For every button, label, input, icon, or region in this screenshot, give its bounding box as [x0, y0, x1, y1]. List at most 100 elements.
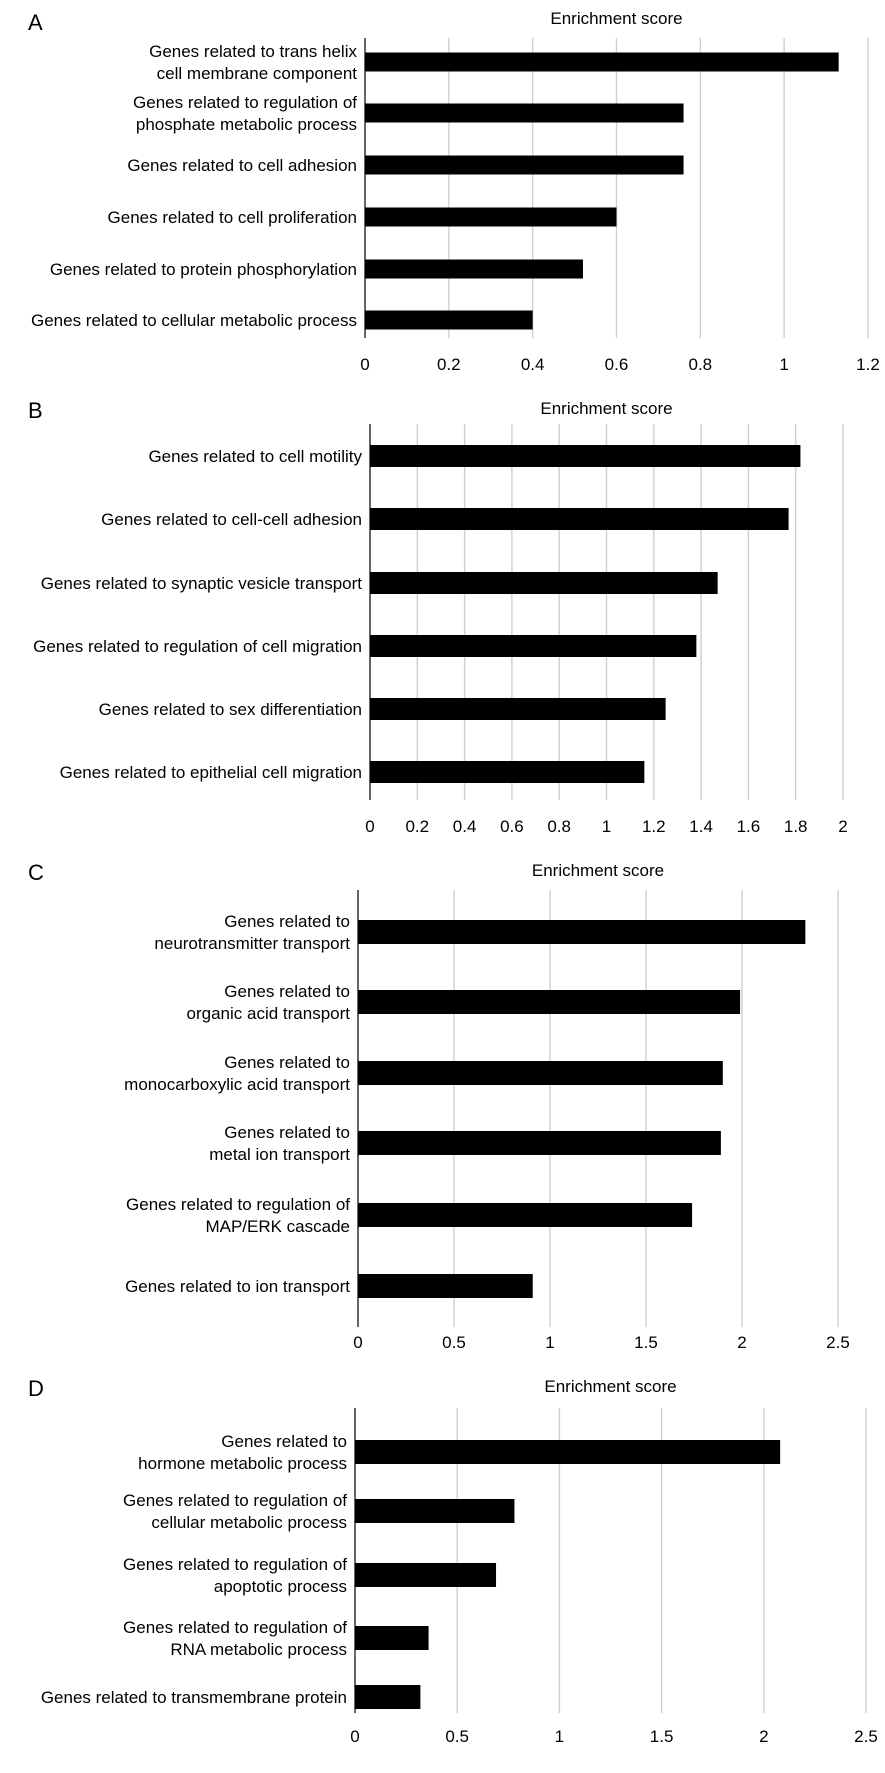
- category-label: Genes related to cell adhesion: [127, 156, 357, 175]
- x-tick-label: 2.5: [826, 1333, 850, 1352]
- category-label: Genes related to cell motility: [148, 447, 362, 466]
- x-tick-label: 0.8: [689, 355, 713, 374]
- x-tick-label: 0.5: [442, 1333, 466, 1352]
- bar: [370, 698, 666, 720]
- x-tick-label: 2.5: [854, 1727, 878, 1746]
- panel-letter: D: [28, 1376, 44, 1401]
- bar: [370, 508, 789, 530]
- category-label: Genes related to: [224, 982, 350, 1001]
- category-label: metal ion transport: [209, 1145, 350, 1164]
- x-tick-label: 1: [555, 1727, 564, 1746]
- bar: [370, 445, 801, 467]
- category-label: monocarboxylic acid transport: [124, 1075, 350, 1094]
- x-tick-label: 2: [737, 1333, 746, 1352]
- bar: [365, 52, 839, 72]
- bar: [358, 1061, 723, 1085]
- bar: [355, 1626, 429, 1650]
- panel-letter: B: [28, 398, 43, 423]
- x-tick-label: 1.8: [784, 817, 808, 836]
- x-tick-label: 1: [545, 1333, 554, 1352]
- x-tick-label: 1.4: [689, 817, 713, 836]
- chart-panel-b: B Enrichment score 0 0.2 0.4 0.6 0.8 1 1.2 1.4 1.6…: [28, 398, 848, 836]
- x-tick-label: 0: [353, 1333, 362, 1352]
- bar: [365, 103, 684, 123]
- category-label: Genes related to: [224, 912, 350, 931]
- x-tick-label: 0.8: [547, 817, 571, 836]
- bar: [358, 990, 741, 1014]
- category-label: cell membrane component: [157, 64, 358, 83]
- category-label: Genes related to regulation of: [123, 1555, 347, 1574]
- x-tick-label: 0: [365, 817, 374, 836]
- category-label: Genes related to trans helix: [149, 42, 357, 61]
- x-tick-label: 0.2: [437, 355, 461, 374]
- panel-letter: A: [28, 10, 43, 35]
- x-tick-label: 1.2: [856, 355, 880, 374]
- x-tick-label: 1.6: [737, 817, 761, 836]
- category-label: cellular metabolic process: [151, 1513, 347, 1532]
- axis-title: Enrichment score: [532, 861, 664, 880]
- x-tick-label: 0.5: [445, 1727, 469, 1746]
- category-label: Genes related to synaptic vesicle transp…: [41, 574, 363, 593]
- axis-title: Enrichment score: [544, 1377, 676, 1396]
- bar: [365, 207, 617, 227]
- x-tick-label: 0.6: [605, 355, 629, 374]
- x-tick-label: 0.4: [453, 817, 477, 836]
- bar: [365, 310, 533, 330]
- bar: [358, 1131, 721, 1155]
- category-label: Genes related to: [224, 1123, 350, 1142]
- bar: [358, 920, 806, 944]
- category-label: RNA metabolic process: [170, 1640, 347, 1659]
- x-tick-label: 2: [759, 1727, 768, 1746]
- bar: [370, 761, 645, 783]
- category-label: Genes related to regulation of: [123, 1618, 347, 1637]
- bar: [365, 155, 684, 175]
- x-tick-label: 1.5: [634, 1333, 658, 1352]
- x-tick-label: 0.2: [405, 817, 429, 836]
- x-tick-label: 0: [350, 1727, 359, 1746]
- category-label: phosphate metabolic process: [136, 115, 357, 134]
- category-label: Genes related to regulation of cell migr…: [33, 637, 362, 656]
- x-tick-label: 0.6: [500, 817, 524, 836]
- x-tick-label: 1: [779, 355, 788, 374]
- category-label: Genes related to protein phosphorylation: [50, 260, 357, 279]
- chart-panel-d: D Enrichment score 0 0.5 1 1.5 2 2.5 Genes relat…: [28, 1376, 878, 1746]
- bar: [355, 1563, 497, 1587]
- category-label: apoptotic process: [214, 1577, 347, 1596]
- x-tick-label: 1: [602, 817, 611, 836]
- category-label: organic acid transport: [187, 1004, 351, 1023]
- chart-panel-a: A Enrichment score 0 0.2 0.4 0.6 0.8 1 1.2 Genes …: [28, 9, 880, 374]
- category-label: Genes related to regulation of: [133, 93, 357, 112]
- axis-title: Enrichment score: [550, 9, 682, 28]
- x-tick-label: 1.2: [642, 817, 666, 836]
- bar: [355, 1440, 781, 1464]
- category-label: Genes related to sex differentiation: [99, 700, 362, 719]
- bar: [358, 1274, 533, 1298]
- x-tick-label: 0: [360, 355, 369, 374]
- category-label: Genes related to regulation of: [123, 1491, 347, 1510]
- x-tick-label: 1.5: [650, 1727, 674, 1746]
- bar: [365, 259, 583, 279]
- category-label: neurotransmitter transport: [154, 934, 350, 953]
- category-label: Genes related to epithelial cell migrati…: [60, 763, 362, 782]
- panel-letter: C: [28, 860, 44, 885]
- category-label: hormone metabolic process: [138, 1454, 347, 1473]
- axis-title: Enrichment score: [540, 399, 672, 418]
- category-label: Genes related to: [224, 1053, 350, 1072]
- bar: [358, 1203, 693, 1227]
- chart-panel-c: C Enrichment score 0 0.5 1 1.5 2 2.5 Genes relat…: [28, 860, 850, 1352]
- category-label: Genes related to transmembrane protein: [41, 1688, 347, 1707]
- category-label: MAP/ERK cascade: [205, 1217, 350, 1236]
- bar: [370, 572, 718, 594]
- category-label: Genes related to: [221, 1432, 347, 1451]
- category-label: Genes related to ion transport: [125, 1277, 350, 1296]
- category-label: Genes related to cell-cell adhesion: [101, 510, 362, 529]
- bar: [370, 635, 697, 657]
- bar: [355, 1499, 515, 1523]
- x-tick-label: 0.4: [521, 355, 545, 374]
- category-label: Genes related to regulation of: [126, 1195, 350, 1214]
- category-label: Genes related to cellular metabolic proc…: [31, 311, 357, 330]
- x-tick-label: 2: [838, 817, 847, 836]
- category-label: Genes related to cell proliferation: [108, 208, 357, 227]
- bar: [355, 1685, 421, 1709]
